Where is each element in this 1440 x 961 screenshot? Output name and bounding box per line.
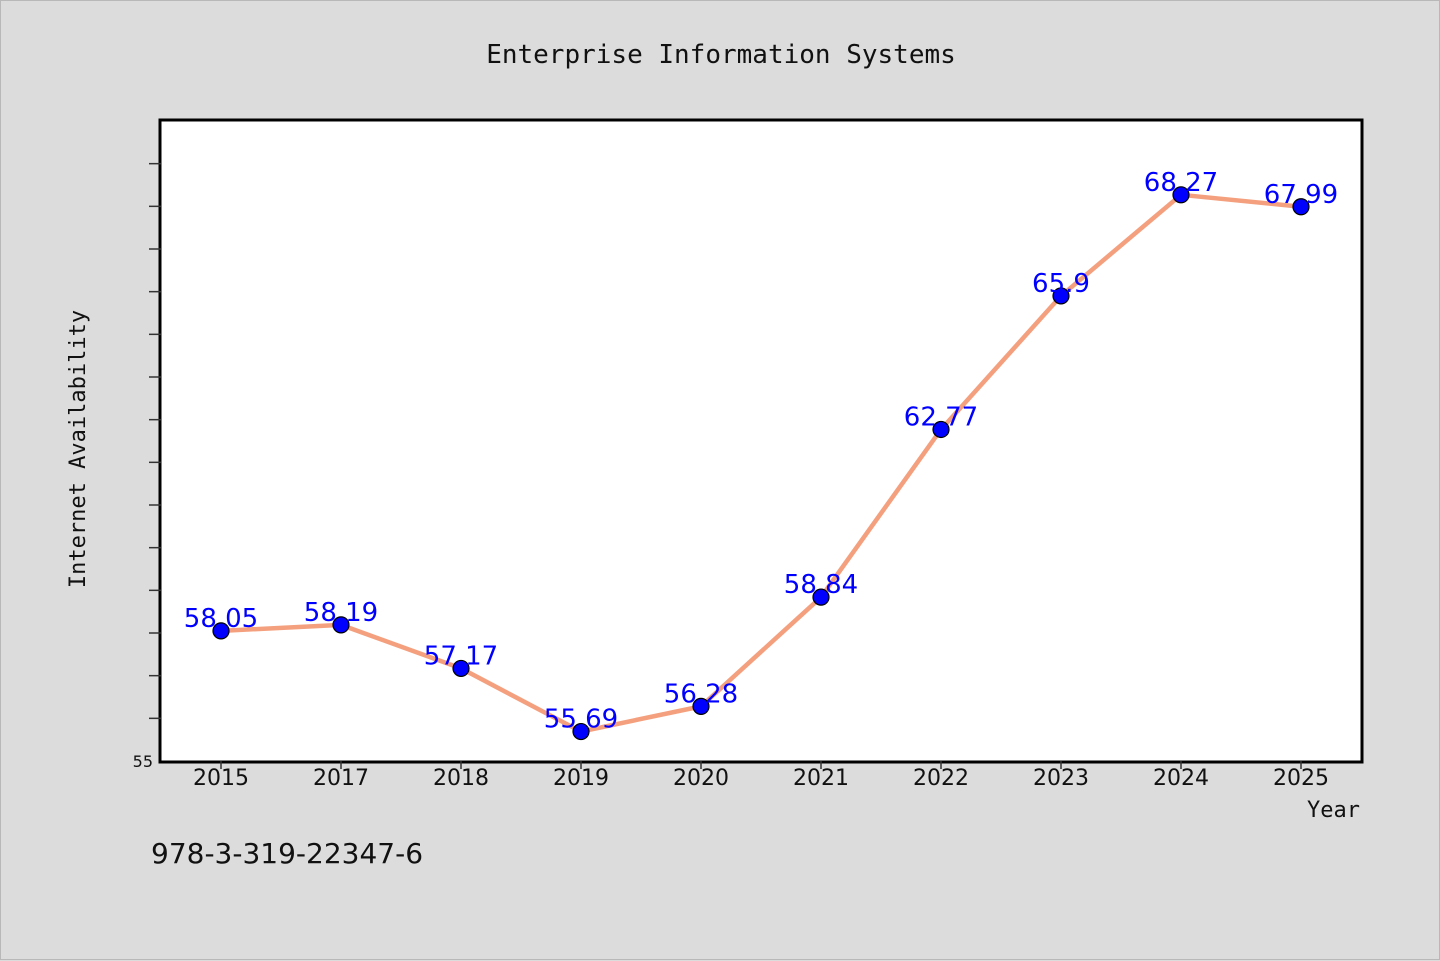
data-label: 68.27 — [1144, 168, 1218, 198]
plot-area — [158, 118, 1364, 764]
data-label: 57.17 — [424, 641, 498, 671]
x-tick-label: 2018 — [433, 766, 489, 791]
x-tick-label: 2015 — [193, 766, 249, 791]
data-label: 58.19 — [304, 598, 378, 628]
data-point — [812, 588, 830, 606]
y-tick-label: 55 — [133, 752, 153, 771]
x-tick-label: 2025 — [1273, 766, 1329, 791]
x-tick-label: 2024 — [1153, 766, 1209, 791]
data-point — [572, 722, 590, 741]
x-axis-ticks — [220, 761, 1302, 769]
x-tick-label: 2019 — [553, 766, 609, 791]
data-point — [1292, 198, 1310, 216]
series-layer: 58.05 58.19 57.17 55.69 56.28 58.84 62.77 65.9 6… — [184, 168, 1338, 741]
data-point — [332, 616, 350, 634]
x-tick-labels: 2015 2017 2018 2019 2020 2021 2022 2023 2024 2025 — [193, 766, 1329, 791]
x-axis-label: Year — [1307, 798, 1360, 823]
y-axis-ticks — [149, 162, 161, 720]
x-tick-label: 2023 — [1033, 766, 1089, 791]
series-line — [218, 192, 1304, 734]
y-axis-label: Internet Availability — [66, 310, 91, 588]
data-point — [692, 697, 710, 715]
chart-title: Enterprise Information Systems — [486, 40, 956, 70]
data-point — [1172, 186, 1190, 204]
data-label: 58.84 — [784, 570, 858, 600]
data-point — [212, 622, 230, 640]
data-label: 62.77 — [904, 402, 978, 432]
isbn-text: 978-3-319-22347-6 — [151, 837, 423, 870]
data-label: 58.05 — [184, 604, 258, 634]
x-tick-label: 2022 — [913, 766, 969, 791]
data-point — [932, 420, 950, 439]
x-tick-label: 2021 — [793, 766, 849, 791]
data-point — [452, 659, 470, 678]
data-point — [1052, 287, 1070, 305]
data-label: 55.69 — [544, 705, 618, 735]
data-label: 67.99 — [1264, 180, 1338, 210]
data-label: 56.28 — [664, 679, 738, 709]
data-label: 65.9 — [1032, 269, 1090, 299]
x-tick-label: 2017 — [313, 766, 369, 791]
x-tick-label: 2020 — [673, 766, 729, 791]
